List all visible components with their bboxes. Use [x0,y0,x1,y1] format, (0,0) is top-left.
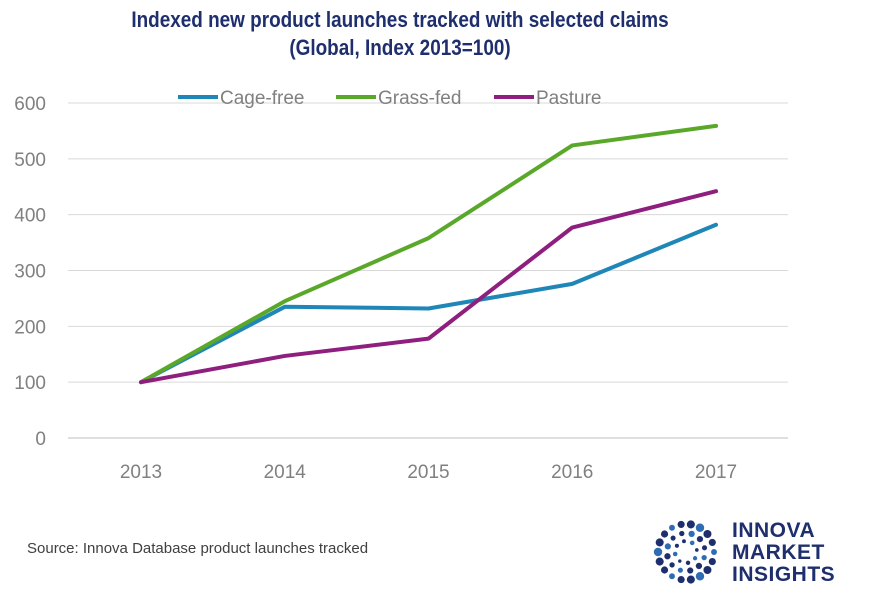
logo-dot [664,553,671,560]
y-tick-label: 300 [14,262,46,283]
x-tick-label: 2016 [551,462,593,483]
x-tick-label: 2013 [120,462,162,483]
y-axis: 0 100 200 300 400 500 600 [14,94,46,450]
y-tick-label: 100 [14,373,46,394]
series-lines [139,123,718,385]
logo-dot [669,524,675,531]
legend-label-cage-free: Cage-free [220,88,305,109]
brand-wordmark: INNOVA MARKET INSIGHTS [732,520,835,586]
logo-dot [669,562,675,568]
x-axis: 2013 2014 2015 2016 2017 [120,462,737,483]
brand-line-1: INNOVA [732,519,816,542]
logo-dot [688,530,695,537]
logo-dot [655,538,664,547]
y-tick-label: 600 [14,94,46,115]
logo-dot [686,520,695,529]
logo-dot [701,545,708,551]
logo-dot [677,576,685,584]
x-tick-label: 2015 [407,462,449,483]
logo-dot [679,530,685,537]
source-note: Source: Innova Database product launches… [27,540,369,557]
logo-dot [655,557,664,566]
brand-line-2: MARKET [732,541,825,564]
logo-dot [711,549,717,555]
logo-dot [695,562,703,570]
grid-lines [68,102,788,439]
logo-dot [677,567,683,573]
logo-dot [670,535,676,541]
dots-logo-icon [653,520,717,584]
logo-dot [674,543,679,548]
series-line-pasture [139,189,718,385]
y-tick-label: 400 [14,206,46,227]
logo-dot [696,535,704,543]
chart-title-block: Indexed new product launches tracked wit… [56,6,744,62]
legend-label-grass-fed: Grass-fed [378,88,461,109]
logo-dot [708,558,716,566]
logo-dot [678,559,682,563]
logo-dot [695,548,699,552]
logo-dot [660,566,669,574]
logo-dot [677,520,685,528]
brand-logo: INNOVA MARKET INSIGHTS [650,516,870,592]
logo-dot [703,529,712,539]
series-line-grass-fed [139,123,718,385]
logo-dot [682,539,686,544]
brand-line-3: INSIGHTS [732,563,836,586]
logo-dot [669,573,675,580]
y-tick-label: 200 [14,317,46,338]
y-tick-label: 500 [14,150,46,171]
logo-dot [672,551,678,557]
chart-title: Indexed new product launches tracked wit… [131,7,669,32]
logo-dot [708,538,716,546]
series-line-cage-free [139,222,718,385]
x-tick-label: 2017 [695,462,737,483]
logo-dot [689,540,695,546]
legend-label-pasture: Pasture [536,88,601,109]
chart-subtitle: (Global, Index 2013=100) [289,35,511,60]
logo-dot [695,572,705,581]
logo-dot [687,567,694,574]
legend: Cage-free Grass-fed Pasture [178,88,601,109]
x-tick-label: 2014 [264,462,307,483]
logo-dot [653,547,663,557]
logo-dot [695,523,705,532]
line-chart: 0 100 200 300 400 500 600 2013 2014 2015 2016 2017… [14,88,788,483]
logo-dot [664,543,671,550]
y-tick-label: 0 [35,429,46,450]
logo-dot [685,560,691,566]
logo-dot [686,575,695,584]
logo-dot [660,530,669,538]
logo-dot [701,554,707,561]
logo-dot [692,556,698,561]
logo-dot [703,565,712,575]
